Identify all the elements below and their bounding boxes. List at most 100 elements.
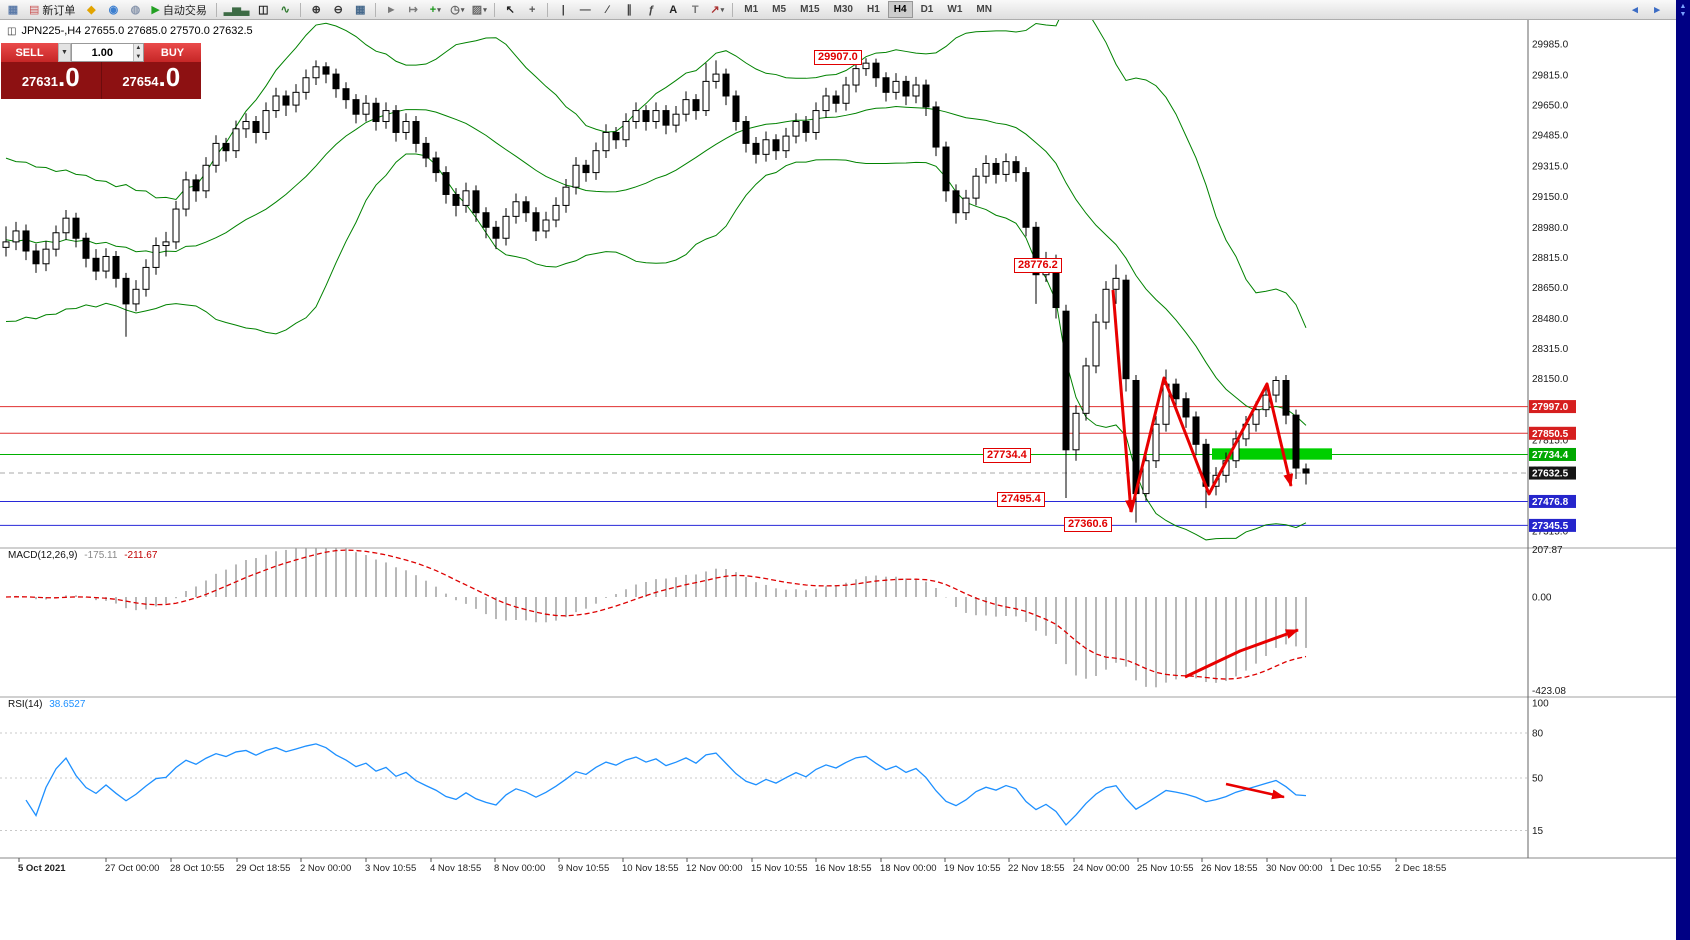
timeframe-d1[interactable]: D1	[920, 4, 934, 15]
candlestick-chart-icon[interactable]: ◫	[253, 2, 273, 18]
sell-button[interactable]: SELL	[1, 43, 58, 62]
timeframe-m1[interactable]: M1	[744, 4, 759, 15]
candle-body	[1252, 409, 1260, 425]
tile-windows-icon[interactable]: ▦	[350, 2, 370, 18]
candle-body	[202, 164, 210, 192]
price-callout-28776.2[interactable]: 28776.2	[1014, 258, 1062, 273]
green-highlight-band[interactable]	[1212, 448, 1332, 460]
candle-body	[222, 142, 230, 152]
candle-body	[672, 113, 680, 126]
sell-price-button[interactable]: 27631 .0	[1, 62, 101, 99]
timeframe-m30[interactable]: M30	[833, 4, 853, 15]
scroll-left-icon[interactable]: ◂	[1625, 2, 1645, 18]
candle-body	[652, 110, 660, 123]
trendline-icon[interactable]: ∕	[597, 2, 617, 18]
volume-preset-dropdown[interactable]: ▼	[58, 43, 71, 62]
price-callout-27495.4[interactable]: 27495.4	[997, 492, 1045, 507]
toolbar-separator	[547, 2, 549, 17]
candle-body	[882, 77, 890, 93]
bar-chart-icon[interactable]: ▂▅▃	[222, 2, 251, 18]
timeframe-m15[interactable]: M15	[800, 4, 820, 15]
macd-panel	[5, 548, 1307, 688]
timeframe-mn[interactable]: MN	[976, 4, 992, 15]
cursor-icon: ↖	[505, 4, 515, 16]
time-axis-label: 4 Nov 18:55	[430, 863, 481, 874]
scroll-right-icon[interactable]: ▸	[1647, 2, 1667, 18]
volume-stepper[interactable]: ▲ ▼	[132, 44, 143, 61]
vertical-line-icon[interactable]: |	[553, 2, 573, 18]
chart-shift-icon[interactable]: ↦	[403, 2, 423, 18]
periods-icon[interactable]: ◷ ▾	[447, 2, 467, 18]
horizontal-line-icon[interactable]: —	[575, 2, 595, 18]
market-icon[interactable]: ◉	[103, 2, 123, 18]
price-callout-29907.0[interactable]: 29907.0	[814, 50, 862, 65]
volume-input[interactable]	[72, 44, 133, 61]
crosshair-icon: +	[529, 3, 536, 16]
timeframe-w1[interactable]: W1	[947, 4, 963, 15]
time-axis-label: 3 Nov 10:55	[365, 863, 416, 874]
buy-button[interactable]: BUY	[144, 43, 201, 62]
volume-down-icon[interactable]: ▼	[133, 52, 143, 61]
timeframe-m5[interactable]: M5	[772, 4, 787, 15]
candle-body	[72, 217, 80, 239]
strip-down-icon[interactable]: ▼	[1679, 11, 1687, 18]
mql-wizard-icon[interactable]: ◆	[81, 2, 101, 18]
candle-body	[1092, 321, 1100, 367]
candle-body	[142, 266, 150, 290]
time-scale-area[interactable]	[0, 858, 1676, 878]
label-icon[interactable]: T	[685, 2, 705, 18]
price-divider	[100, 62, 102, 99]
channel-icon[interactable]: ∥	[619, 2, 639, 18]
templates-icon[interactable]: ▨ ▾	[469, 2, 489, 18]
rsi-indicator-label: RSI(14) 38.6527	[8, 699, 85, 710]
tile-windows-icon: ▦	[355, 4, 366, 16]
new-order-button[interactable]: ▤ 新订单	[25, 2, 79, 18]
auto-scroll-icon: ►	[385, 3, 397, 16]
price-callout-27360.6[interactable]: 27360.6	[1064, 517, 1112, 532]
chevron-down-icon[interactable]: ▾	[720, 6, 725, 14]
price-tag-27997.0	[1529, 400, 1576, 414]
candle-body	[42, 248, 50, 265]
rsi-axis-label: 50	[1532, 774, 1544, 785]
chevron-down-icon[interactable]: ▾	[437, 6, 441, 14]
fibonacci-icon[interactable]: ƒ	[641, 2, 661, 18]
timeframe-h1[interactable]: H1	[866, 4, 880, 15]
shapes-icon[interactable]: ↗ ▾	[707, 2, 727, 18]
text-icon[interactable]: A	[663, 2, 683, 18]
macd-arrow[interactable]	[1184, 628, 1299, 679]
strip-up-icon[interactable]: ▲	[1679, 3, 1687, 10]
cursor-icon[interactable]: ↖	[500, 2, 520, 18]
candle-body	[552, 204, 560, 221]
price-callout-27734.4[interactable]: 27734.4	[983, 448, 1031, 463]
price-axis-label: 29815.0	[1532, 71, 1569, 82]
buy-price-button[interactable]: 27654 .0	[102, 62, 202, 99]
timeframe-h4[interactable]: H4	[887, 1, 913, 18]
signals-icon[interactable]: ◍	[125, 2, 145, 18]
zoom-in-icon[interactable]: ⊕	[306, 2, 326, 18]
candle-body	[312, 66, 320, 79]
trend-arrow-1[interactable]	[1111, 289, 1136, 513]
signals-icon: ◍	[130, 4, 141, 16]
price-tag-text: 27476.8	[1532, 497, 1569, 508]
candle-body	[592, 150, 600, 174]
price-axis-label: 29650.0	[1532, 101, 1569, 112]
chart-window-icon[interactable]: ▦	[3, 2, 23, 18]
indicators-icon[interactable]: + ▾	[425, 2, 445, 18]
rsi-arrow[interactable]	[1225, 782, 1285, 800]
chart-title-text: JPN225-,H4 27655.0 27685.0 27570.0 27632…	[21, 25, 253, 37]
crosshair-icon[interactable]: +	[522, 2, 542, 18]
trend-arrow-2[interactable]	[1129, 376, 1294, 513]
candle-body	[792, 121, 800, 137]
time-axis-label: 10 Nov 18:55	[622, 863, 679, 874]
auto-trading-button[interactable]: ▶ 自动交易	[147, 2, 210, 18]
chevron-down-icon[interactable]: ▾	[460, 6, 465, 14]
price-scale-area[interactable]	[1528, 20, 1676, 858]
candle-body	[812, 110, 820, 133]
volume-up-icon[interactable]: ▲	[133, 44, 143, 53]
macd-axis-label: -423.08	[1532, 686, 1566, 697]
line-chart-icon[interactable]: ∿	[275, 2, 295, 18]
chevron-down-icon[interactable]: ▾	[483, 6, 487, 14]
zoom-out-icon[interactable]: ⊖	[328, 2, 348, 18]
auto-scroll-icon[interactable]: ►	[381, 2, 401, 18]
